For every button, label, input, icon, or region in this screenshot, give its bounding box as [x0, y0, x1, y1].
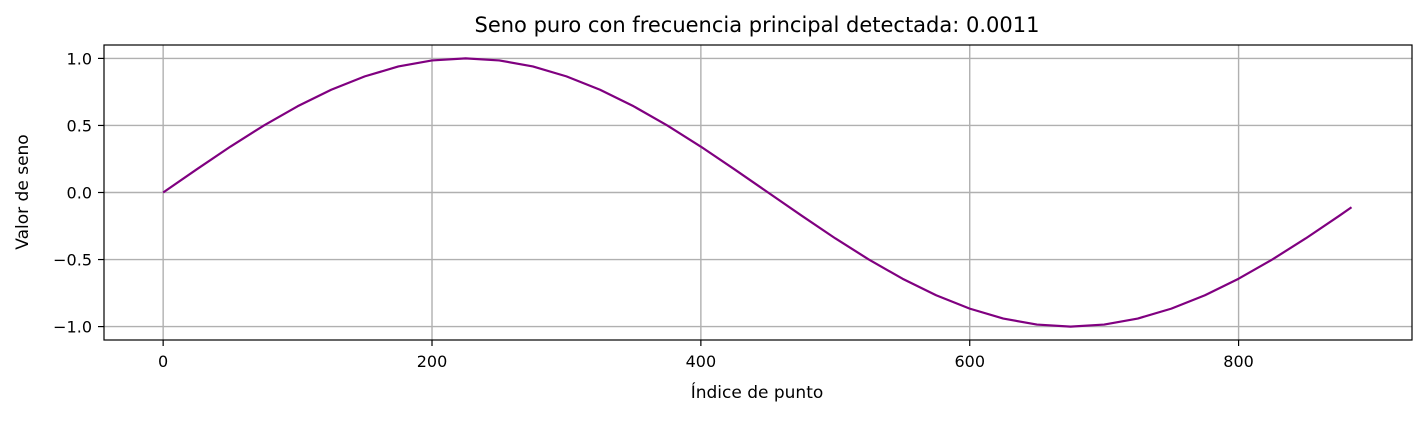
y-tick-label: 1.0 [67, 49, 92, 68]
ticks: 0 200 400 600 800 1.0 0.5 0.0 −0.5 −1.0 [53, 49, 1254, 371]
grid [104, 45, 1412, 340]
chart-title: Seno puro con frecuencia principal detec… [475, 13, 1040, 37]
series-line-sine [162, 57, 1353, 328]
x-tick-label: 0 [158, 352, 168, 371]
x-tick-label: 200 [417, 352, 448, 371]
y-tick-label: −1.0 [53, 318, 92, 337]
y-tick-label: 0.5 [67, 116, 92, 135]
x-tick-label: 600 [954, 352, 985, 371]
x-tick-label: 400 [686, 352, 717, 371]
x-tick-label: 800 [1223, 352, 1254, 371]
y-tick-label: 0.0 [67, 184, 92, 203]
series-layer [162, 57, 1353, 328]
x-axis-label: Índice de punto [691, 381, 824, 403]
y-axis-label: Valor de seno [13, 134, 33, 249]
y-tick-label: −0.5 [53, 251, 92, 270]
